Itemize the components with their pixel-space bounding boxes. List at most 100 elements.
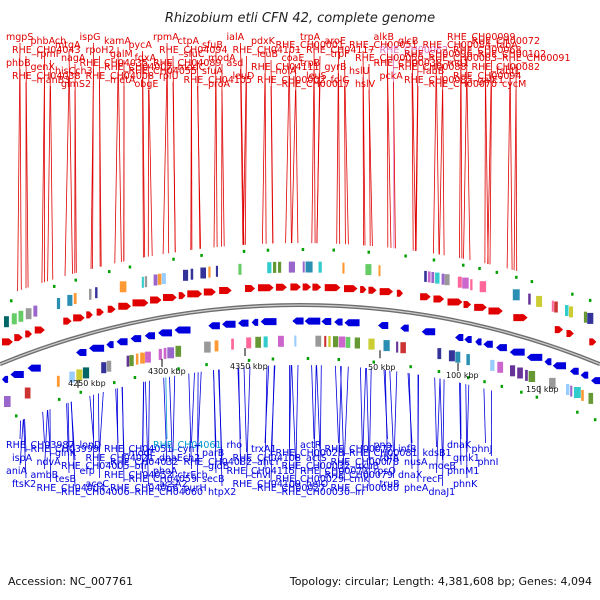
leader-line	[66, 403, 70, 474]
gene-label: RHE_CH04006	[61, 487, 130, 498]
gene-label: obgE	[135, 79, 159, 90]
gene-label: manB3	[37, 75, 71, 86]
gene-label: rnd1	[447, 58, 469, 69]
gene-label: RHE_CH04051	[104, 444, 173, 455]
leader-line	[393, 371, 398, 479]
rna-marker	[337, 358, 340, 361]
forward-gene-arrow	[258, 284, 274, 292]
leader-line	[264, 365, 268, 470]
leader-line	[244, 81, 247, 245]
cog-category-bar	[25, 308, 32, 320]
gene-label: RHE_CH00068	[453, 45, 522, 56]
gene-label: rbfA	[380, 453, 400, 464]
leader-line	[513, 89, 517, 271]
cog-category-bar	[255, 336, 261, 348]
gene-label: truB	[380, 479, 400, 490]
gene-label: phnI	[478, 457, 499, 468]
forward-gene-arrow	[513, 314, 528, 322]
gene-label: phnJ	[472, 444, 493, 455]
reverse-gene-arrow	[106, 341, 114, 349]
gene-label: RHE_CH03987	[6, 440, 75, 451]
gene-label: RHE_CH04043	[12, 45, 81, 56]
leader-line	[145, 381, 149, 487]
rna-marker	[483, 380, 486, 384]
leader-line	[442, 379, 445, 487]
gene-label: rpmF	[37, 49, 62, 60]
reverse-gene-arrow	[334, 318, 343, 326]
gene-label: ambB	[31, 470, 59, 481]
cog-category-bar	[318, 261, 322, 273]
cog-category-bar	[455, 351, 461, 363]
leader-line	[338, 72, 341, 244]
gene-label: asd	[227, 58, 244, 69]
leader-line	[242, 55, 247, 245]
gene-label: RHE_CH00091	[502, 53, 571, 64]
reverse-gene-arrow	[400, 324, 409, 332]
leader-line	[240, 42, 245, 245]
forward-gene-arrow	[554, 326, 564, 334]
gene-label: RHE_CH00082	[472, 62, 541, 73]
gene-label: RHE_CH00028	[276, 448, 345, 459]
reverse-gene-arrow	[260, 318, 277, 326]
forward-gene-arrow	[86, 311, 93, 319]
gene-label: alkB	[374, 32, 394, 43]
gene-label: hisCch3	[55, 66, 93, 77]
cog-category-bar	[342, 262, 345, 274]
leader-line	[142, 76, 144, 258]
cog-category-bar	[333, 336, 339, 348]
cog-category-bar	[554, 301, 558, 313]
forward-gene-arrow	[34, 326, 45, 334]
cog-category-bar	[424, 270, 427, 282]
forward-gene-arrow	[63, 317, 72, 325]
leader-line	[243, 367, 247, 453]
cog-category-bar	[345, 336, 351, 348]
rna-marker	[266, 248, 270, 252]
gene-label: RHE_CH04082	[184, 457, 253, 468]
leader-line	[270, 85, 274, 244]
leader-line	[114, 72, 119, 264]
gene-label: glmS2	[61, 79, 91, 90]
cog-category-bar	[448, 350, 455, 362]
leader-line	[436, 76, 440, 255]
rna-marker	[495, 270, 499, 274]
cog-category-bar	[338, 336, 346, 348]
leader-line	[117, 46, 122, 262]
gene-label: cycM	[502, 79, 526, 90]
gene-label: bfr	[135, 461, 148, 472]
leader-line	[335, 365, 339, 444]
gene-label: ispA	[12, 453, 33, 464]
cog-category-bar	[324, 335, 327, 347]
rna-marker	[571, 292, 574, 296]
cog-category-bar	[517, 367, 523, 379]
leader-line	[389, 370, 394, 453]
gene-label: RHE_CH04032	[110, 457, 179, 468]
cog-category-bar	[11, 313, 17, 325]
cog-category-bar	[175, 345, 182, 357]
cog-category-bar	[490, 359, 495, 371]
rna-marker	[500, 384, 504, 388]
gene-label: phnM1	[447, 466, 479, 477]
cog-category-bar	[565, 305, 569, 317]
gene-label: RHE_CH04111	[251, 62, 320, 73]
gene-label: fabB	[423, 66, 445, 77]
gene-label: leuD	[233, 71, 255, 82]
leader-line	[344, 366, 349, 457]
gene-label: RHE_CH00030	[282, 487, 351, 498]
cog-category-bar	[497, 361, 504, 373]
cog-category-bar	[33, 305, 38, 317]
rna-marker	[332, 248, 335, 252]
leader-line	[42, 411, 45, 444]
forward-gene-arrow	[132, 299, 149, 307]
leader-line	[44, 410, 48, 470]
gene-label: RHE_CH00032	[282, 461, 351, 472]
leader-line	[148, 380, 150, 461]
reverse-gene-arrow	[464, 335, 472, 343]
leader-line	[98, 393, 100, 479]
leader-line	[19, 68, 22, 290]
reverse-gene-arrow	[378, 321, 389, 329]
gene-label: RHE_CH04108	[233, 453, 302, 464]
gene-label: phbB	[6, 58, 31, 69]
gene-label: mtgA	[55, 40, 81, 51]
reverse-gene-arrow	[321, 317, 332, 325]
